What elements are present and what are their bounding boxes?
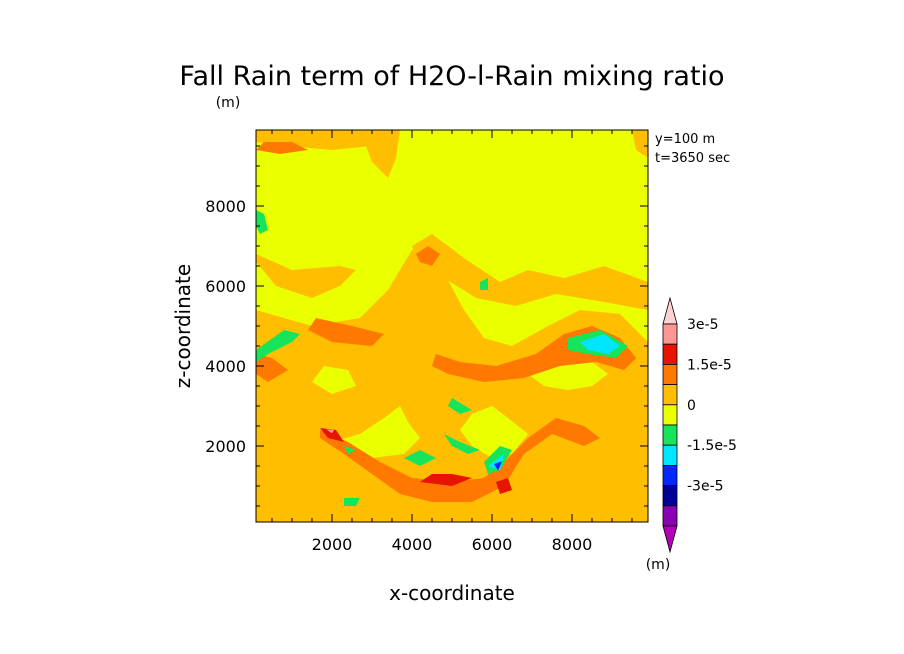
colorbar [662,296,678,554]
colorbar-segment [662,444,678,466]
colorbar-segment [662,485,678,507]
y-tick-label: 8000 [205,197,246,216]
colorbar-segment [662,464,678,486]
contour-region-20 [256,210,268,234]
contour-region-14 [256,354,288,382]
colorbar-labels: 3e-5 1.5e-5 0 -1.5e-5 -3e-5 [687,317,737,495]
annotation-y: y=100 m [655,132,715,147]
contour-region-26 [404,450,436,466]
colorbar-segment [662,505,678,527]
colorbar-segment [662,404,678,426]
contour-region-18 [320,428,344,442]
contour-region-3 [360,130,400,178]
colorbar-label: -3e-5 [687,479,724,495]
contour-region-5 [412,234,648,310]
title-unit: (m) [216,95,241,111]
contour-region-15 [256,142,308,154]
x-tick-label: 4000 [392,535,433,554]
x-axis-label: x-coordinate [389,581,515,605]
colorbar-bottom-triangle [662,525,678,554]
colorbar-top-triangle [662,296,678,325]
contour-region-12 [416,246,440,266]
contour-region-7 [460,406,528,458]
contour-region-24 [444,434,480,454]
contour-region-27 [480,278,488,290]
x-tick-labels: 2000 4000 6000 8000 [312,535,593,554]
contour-regions [256,130,648,522]
contour-region-21 [256,330,300,362]
contour-region-9 [312,366,356,394]
y-tick-label: 6000 [205,277,246,296]
colorbar-label: 0 [687,398,696,414]
contour-region-16 [420,474,472,486]
x-tick-label: 8000 [552,535,593,554]
colorbar-unit: (m) [646,557,671,573]
contour-region-30 [580,334,620,354]
x-tick-label: 6000 [472,535,513,554]
x-tick-label: 2000 [312,535,353,554]
annotation-t: t=3650 sec [655,151,730,166]
contour-region-25 [448,398,472,414]
contour-region-29 [344,446,356,454]
y-tick-label: 2000 [205,437,246,456]
colorbar-segment [662,343,678,365]
contour-region-19 [326,429,334,434]
colorbar-segment [662,363,678,385]
colorbar-label: 3e-5 [687,317,718,333]
plot-area [255,129,649,523]
contour-region-6 [332,406,420,458]
axis-ticks [256,130,648,522]
contour-region-4 [632,130,648,158]
colorbar-segment [662,384,678,406]
contour-region-10 [320,418,600,502]
colorbar-label: 1.5e-5 [687,357,732,373]
colorbar-segment [662,323,678,345]
chart-title: Fall Rain term of H2O-l-Rain mixing rati… [179,61,724,92]
y-axis-label: z-coordinate [171,264,195,388]
colorbar-segment [662,424,678,446]
contour-region-28 [344,498,360,506]
contour-region-32 [494,461,502,471]
y-tick-label: 4000 [205,357,246,376]
contour-region-13 [308,318,384,346]
plot-frame [255,129,649,523]
colorbar-label: -1.5e-5 [687,438,737,454]
contour-region-1 [256,254,356,298]
y-tick-labels: 2000 4000 6000 8000 [205,197,246,456]
contour-region-17 [496,478,512,494]
